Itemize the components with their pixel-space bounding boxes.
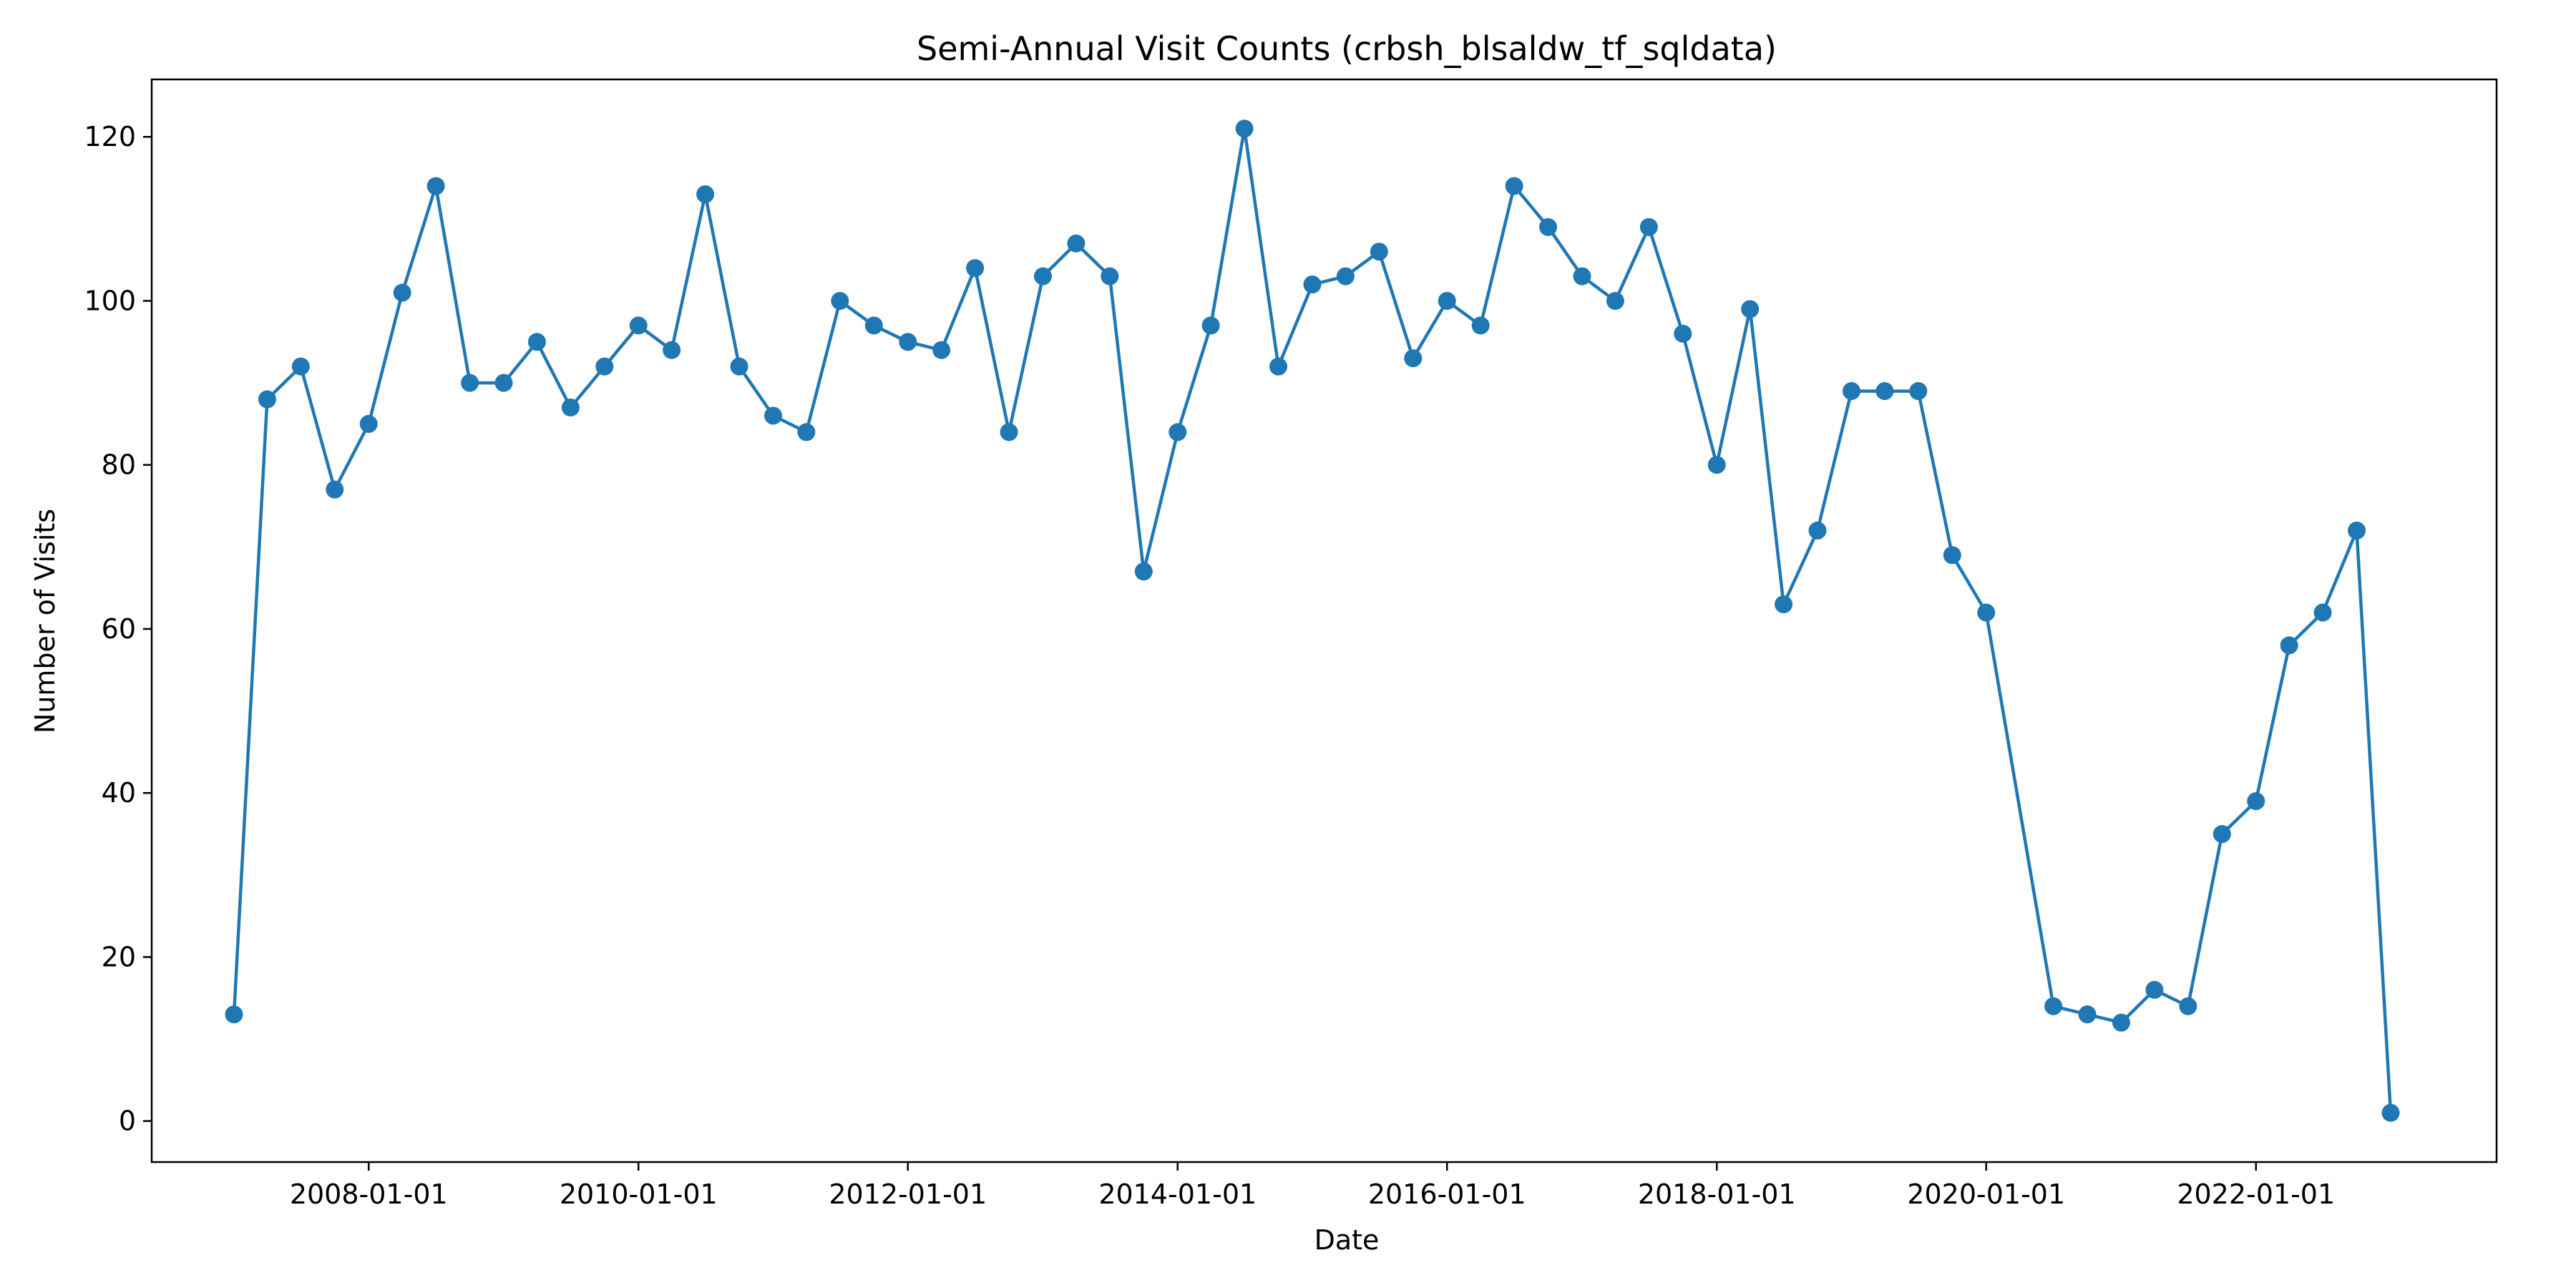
data-point [1201, 316, 1220, 335]
data-point [1808, 521, 1827, 540]
data-point [831, 291, 849, 310]
data-point [966, 259, 985, 278]
y-tick-label: 80 [102, 449, 136, 481]
x-tick-label: 2010-01-01 [560, 1179, 718, 1210]
data-point [1977, 603, 1996, 622]
plot-frame [150, 78, 2498, 1163]
series-line [232, 127, 2393, 1113]
data-point [1235, 119, 1254, 138]
data-point [1639, 218, 1658, 236]
data-point [1134, 562, 1153, 581]
data-point [899, 333, 917, 351]
data-point [1067, 234, 1085, 253]
data-point [1606, 291, 1624, 310]
data-point [1707, 456, 1726, 474]
data-point [2212, 825, 2231, 844]
data-point [1438, 291, 1456, 310]
data-point [1269, 357, 1288, 376]
data-point [595, 357, 614, 376]
data-point [2381, 1103, 2400, 1122]
data-point [1000, 423, 1018, 441]
data-point [527, 333, 546, 351]
data-point [730, 357, 748, 376]
axes: 0 20 40 60 80 100 120 2008-01-01 2010-01-01 2012-… [84, 121, 2335, 1210]
data-point [1404, 349, 1423, 368]
data-point [864, 316, 883, 335]
data-point [1943, 546, 1961, 565]
x-tick-label: 2014-01-01 [1098, 1179, 1257, 1210]
y-tick-label: 60 [102, 613, 136, 645]
data-point [426, 177, 445, 195]
chart-title: Semi-Annual Visit Counts (crbsh_blsaldw_… [917, 29, 1777, 68]
data-point [1303, 275, 1322, 294]
data-point [326, 480, 344, 499]
data-point [393, 283, 411, 302]
data-point [561, 398, 580, 416]
data-point [2112, 1013, 2130, 1032]
data-point [2313, 603, 2332, 622]
data-point [764, 406, 783, 425]
y-tick-label: 120 [84, 121, 136, 152]
x-axis-title: Date [1314, 1224, 1380, 1256]
data-point [1741, 300, 1760, 318]
data-point [494, 374, 513, 392]
x-tick-label: 2018-01-01 [1638, 1179, 1796, 1210]
data-point [2078, 1005, 2097, 1024]
y-tick-label: 20 [102, 941, 136, 972]
data-point [1674, 324, 1692, 343]
data-point [2280, 636, 2298, 655]
data-point [291, 357, 310, 376]
x-tick-label: 2020-01-01 [1907, 1179, 2065, 1210]
y-tick-label: 100 [84, 285, 136, 316]
y-tick-label: 0 [119, 1106, 136, 1137]
x-tick-label: 2012-01-01 [829, 1179, 987, 1210]
data-point [663, 341, 681, 359]
data-point [1909, 382, 1928, 401]
x-tick-label: 2008-01-01 [290, 1179, 448, 1210]
data-point [2348, 521, 2366, 540]
data-point [225, 1005, 243, 1024]
data-point [1505, 177, 1523, 195]
data-point [258, 390, 276, 409]
data-point [1775, 595, 1793, 614]
data-point [1471, 316, 1490, 335]
data-point [1034, 267, 1053, 286]
y-tick-label: 40 [102, 777, 136, 809]
plot-area [225, 119, 2400, 1122]
data-point [2179, 997, 2197, 1015]
data-point [1169, 423, 1187, 441]
data-point [932, 341, 951, 359]
data-point [2145, 980, 2164, 999]
data-point [1573, 267, 1591, 286]
data-point [2247, 792, 2265, 811]
data-point [696, 185, 715, 203]
data-point [1101, 267, 1119, 286]
data-point [1336, 267, 1355, 286]
x-tick-label: 2016-01-01 [1368, 1179, 1526, 1210]
y-axis-title: Number of Visits [29, 509, 61, 733]
data-point [1875, 382, 1894, 401]
data-point [629, 316, 648, 335]
data-point [1539, 218, 1558, 236]
data-point [2044, 997, 2063, 1015]
data-point [797, 423, 816, 441]
data-point [1842, 382, 1860, 401]
x-tick-label: 2022-01-01 [2177, 1179, 2335, 1210]
data-point [359, 414, 378, 433]
data-point [1370, 243, 1388, 261]
data-point [461, 374, 479, 392]
